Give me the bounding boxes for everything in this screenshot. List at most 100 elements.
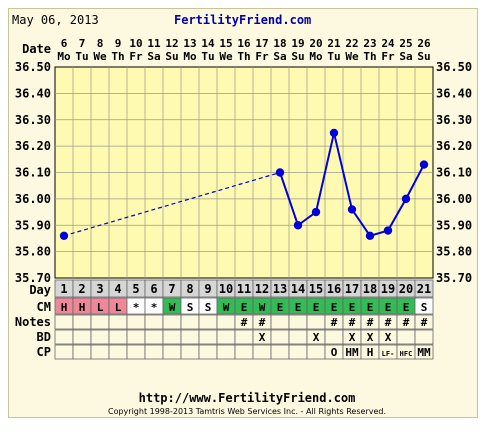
- weekday-tick-label: We: [345, 50, 359, 63]
- notes-row-label: Notes: [15, 315, 51, 329]
- date-tick-label: 23: [363, 37, 376, 50]
- bd-row-cell: [288, 329, 308, 345]
- date-tick-label: 18: [273, 37, 286, 50]
- brand-title: FertilityFriend.com: [174, 13, 312, 27]
- cp-row-cell: [234, 344, 254, 360]
- y-tick-label-left: 36.20: [15, 139, 51, 153]
- weekday-tick-label: Su: [165, 50, 178, 63]
- temperature-point[interactable]: [311, 207, 321, 217]
- weekday-tick-label: Mo: [183, 50, 197, 63]
- bd-row-cell: [234, 329, 254, 345]
- date-tick-label: 13: [183, 37, 196, 50]
- notes-row-cell: [414, 314, 434, 330]
- cp-row-cell: [198, 344, 218, 360]
- notes-row-value: #: [259, 316, 266, 329]
- weekday-tick-label: Sa: [273, 50, 286, 63]
- day-row-value: 11: [237, 282, 251, 296]
- day-row-value: 5: [132, 282, 139, 296]
- notes-row-cell: [306, 314, 326, 330]
- cm-row-value: E: [403, 301, 410, 314]
- weekday-tick-label: Tu: [75, 50, 88, 63]
- date-tick-label: 8: [97, 37, 104, 50]
- day-row-value: 17: [345, 282, 359, 296]
- temperature-point[interactable]: [365, 231, 375, 240]
- temperature-line-segment: [279, 172, 299, 226]
- bd-row-cell: [396, 329, 416, 345]
- cm-row-value: W: [223, 301, 230, 314]
- cp-row-cell: [54, 344, 74, 360]
- day-row-value: 21: [417, 282, 431, 296]
- day-row-label: Day: [29, 283, 51, 297]
- date-tick-label: 20: [309, 37, 322, 50]
- temperature-point[interactable]: [383, 226, 393, 235]
- temperature-line-segment: [405, 164, 425, 200]
- date-tick-label: 19: [291, 37, 304, 50]
- bd-row-value: X: [313, 331, 320, 344]
- weekday-tick-label: Fr: [129, 50, 143, 63]
- bd-row-cell: [90, 329, 110, 345]
- y-tick-label-left: 36.00: [15, 192, 51, 206]
- weekday-tick-label: Mo: [57, 50, 71, 63]
- date-row-label: Date: [22, 42, 51, 56]
- temperature-line-segment: [333, 132, 353, 210]
- temperature-point[interactable]: [275, 168, 285, 177]
- day-row-value: 8: [186, 282, 193, 296]
- bd-row-value: X: [385, 331, 392, 344]
- cp-row-cell: [216, 344, 236, 360]
- y-tick-label-left: 35.80: [15, 245, 51, 259]
- cp-row-cell: [414, 344, 434, 360]
- temperature-point[interactable]: [293, 221, 303, 230]
- y-tick-label-left: 36.50: [15, 60, 51, 74]
- bd-row-cell: [54, 329, 74, 345]
- cp-row-cell: [270, 344, 290, 360]
- y-tick-label-right: 35.70: [436, 271, 472, 285]
- cm-row-value: E: [241, 301, 248, 314]
- bd-row-cell: [144, 329, 164, 345]
- temperature-point[interactable]: [347, 205, 357, 214]
- cp-row-value: HM: [345, 346, 359, 359]
- bd-row-cell: [180, 329, 200, 345]
- notes-row-cell: [144, 314, 164, 330]
- cm-row-label: CM: [37, 300, 51, 314]
- y-tick-label-right: 36.00: [436, 192, 472, 206]
- footer-url[interactable]: http://www.FertilityFriend.com: [138, 391, 356, 405]
- temperature-point[interactable]: [401, 194, 411, 204]
- y-tick-label-left: 35.90: [15, 218, 51, 232]
- cm-row-value: E: [295, 301, 302, 314]
- date-tick-label: 25: [399, 37, 412, 50]
- notes-row-cell: [270, 314, 290, 330]
- temperature-point[interactable]: [329, 128, 339, 138]
- cm-row-value: L: [97, 301, 104, 314]
- weekday-tick-label: Fr: [381, 50, 395, 63]
- date-tick-label: 17: [255, 37, 268, 50]
- cm-row-value: E: [367, 301, 374, 314]
- temperature-line-segment: [387, 198, 407, 232]
- weekday-tick-label: Su: [417, 50, 430, 63]
- y-tick-label-right: 36.50: [436, 60, 472, 74]
- cm-row-value: E: [331, 301, 338, 314]
- date-tick-label: 21: [327, 37, 341, 50]
- day-row-value: 15: [309, 282, 323, 296]
- weekday-tick-label: Th: [237, 50, 250, 63]
- day-row-value: 9: [204, 282, 211, 296]
- notes-row-cell: [162, 314, 182, 330]
- notes-row-cell: [126, 314, 146, 330]
- y-tick-label-right: 36.10: [436, 166, 472, 180]
- y-tick-label-left: 36.30: [15, 113, 51, 127]
- bd-row-cell: [414, 329, 434, 345]
- cm-row-value: L: [115, 301, 122, 314]
- notes-row-value: #: [367, 316, 374, 329]
- notes-row-cell: [72, 314, 92, 330]
- day-row-value: 18: [363, 282, 377, 296]
- temperature-point[interactable]: [59, 231, 69, 240]
- cm-row-value: H: [61, 301, 68, 314]
- weekday-tick-label: We: [219, 50, 233, 63]
- date-tick-label: 12: [165, 37, 178, 50]
- notes-row-cell: [108, 314, 128, 330]
- date-tick-label: 15: [219, 37, 232, 50]
- date-tick-label: 11: [147, 37, 161, 50]
- day-row-value: 14: [291, 282, 305, 296]
- temperature-line-segment: [315, 132, 335, 213]
- cp-row-cell: [162, 344, 182, 360]
- temperature-point[interactable]: [419, 160, 429, 169]
